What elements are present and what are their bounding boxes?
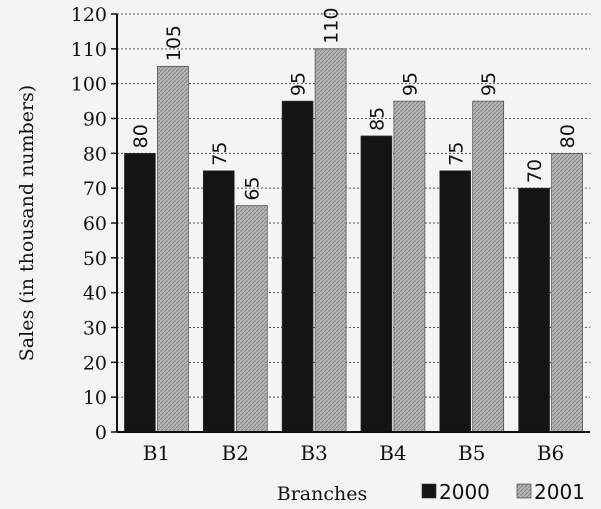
y-tick-label: 30 bbox=[83, 318, 107, 340]
x-axis-title: Branches bbox=[277, 483, 367, 505]
data-label: 80 bbox=[557, 124, 579, 148]
bar-2000-B5 bbox=[439, 170, 472, 433]
x-tick-label: B5 bbox=[458, 441, 485, 465]
legend-label-2001: 2001 bbox=[534, 480, 585, 504]
x-tick-label: B3 bbox=[300, 441, 327, 465]
y-tick-label: 20 bbox=[83, 352, 107, 374]
x-tick-label: B6 bbox=[537, 441, 564, 465]
legend-swatch-2000 bbox=[421, 483, 437, 499]
data-label: 75 bbox=[445, 142, 467, 166]
bar-2001-B6 bbox=[551, 153, 583, 433]
data-label: 75 bbox=[209, 142, 231, 166]
y-tick-label: 100 bbox=[71, 74, 107, 96]
bar-2000-B1 bbox=[124, 153, 156, 433]
bar-2000-B2 bbox=[202, 170, 235, 433]
legend: 2000 2001 bbox=[421, 480, 585, 504]
data-label: 80 bbox=[130, 124, 152, 148]
legend-label-2000: 2000 bbox=[439, 480, 490, 504]
bars bbox=[124, 48, 583, 433]
x-tick-label: B4 bbox=[379, 441, 406, 465]
axes bbox=[111, 13, 590, 433]
bar-2001-B1 bbox=[157, 65, 189, 433]
y-tick-label: 10 bbox=[83, 387, 107, 409]
y-tick-label: 110 bbox=[71, 39, 107, 61]
x-tick-label: B2 bbox=[222, 441, 249, 465]
bar-2001-B2 bbox=[235, 205, 268, 433]
data-label: 95 bbox=[478, 72, 500, 96]
data-label: 65 bbox=[242, 176, 264, 200]
y-tick-label: 70 bbox=[83, 178, 107, 200]
data-label: 95 bbox=[399, 72, 421, 96]
y-tick-label: 80 bbox=[83, 143, 107, 165]
bar-2000-B4 bbox=[360, 135, 393, 433]
y-tick-label: 90 bbox=[83, 109, 107, 131]
bar-2001-B5 bbox=[472, 100, 505, 433]
bar-2000-B6 bbox=[518, 187, 550, 433]
y-axis-title: Sales (in thousand numbers) bbox=[16, 85, 38, 361]
bar-2000-B3 bbox=[281, 100, 314, 433]
gridlines bbox=[117, 13, 590, 398]
data-label: 105 bbox=[163, 25, 185, 61]
y-tick-label: 50 bbox=[83, 248, 107, 270]
y-tick-label: 0 bbox=[95, 422, 107, 444]
x-tick-label: B1 bbox=[143, 441, 170, 465]
data-label: 85 bbox=[366, 107, 388, 131]
data-label: 70 bbox=[524, 159, 546, 183]
y-tick-label: 40 bbox=[83, 283, 107, 305]
y-tick-label: 60 bbox=[83, 213, 107, 235]
y-tick-label: 120 bbox=[71, 4, 107, 26]
bar-2001-B3 bbox=[314, 48, 347, 433]
legend-swatch-2001 bbox=[516, 483, 532, 499]
data-label: 110 bbox=[321, 8, 343, 44]
data-label: 95 bbox=[288, 72, 310, 96]
labels: 0 10 20 30 40 50 60 70 80 90 100 110 120 80 105 B1 75 65 B… bbox=[71, 4, 579, 465]
bar-2001-B4 bbox=[393, 100, 426, 433]
